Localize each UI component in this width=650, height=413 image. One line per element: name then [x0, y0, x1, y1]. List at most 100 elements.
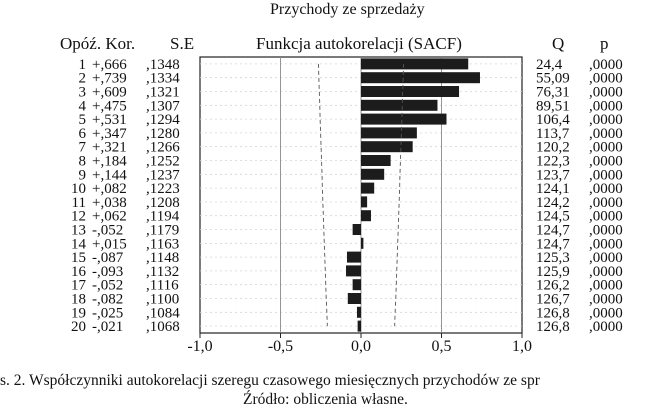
figure-caption: s. 2. Współczynniki autokorelacji szereg…: [0, 372, 540, 389]
se-label: ,1334: [146, 71, 180, 87]
x-tick-label: 1,0: [512, 338, 532, 355]
acf-bar: [361, 155, 391, 166]
se-label: ,1148: [146, 250, 179, 266]
correlation-label: -,093: [92, 264, 123, 280]
acf-bar: [357, 320, 361, 332]
lag-label: 16: [71, 264, 87, 280]
lag-label: 20: [71, 319, 86, 335]
p-value-label: ,0000: [589, 140, 623, 156]
se-label: ,1116: [146, 278, 179, 294]
q-value-label: 123,7: [536, 167, 570, 183]
lower-confidence-limit: [318, 63, 328, 327]
acf-bar: [352, 224, 361, 235]
p-value-label: ,0000: [589, 181, 623, 197]
acf-bar: [346, 251, 361, 263]
se-label: ,1208: [146, 195, 180, 211]
correlation-label: +,531: [92, 112, 127, 128]
correlation-label: +,739: [92, 71, 127, 87]
lag-label: 13: [71, 223, 86, 239]
correlation-label: -,052: [92, 223, 123, 239]
x-tick-label: -0,5: [268, 338, 293, 355]
correlation-label: +,475: [92, 98, 127, 114]
acf-bar: [361, 99, 438, 111]
p-value-label: ,0000: [589, 223, 623, 239]
q-value-label: 126,7: [536, 292, 570, 308]
x-tick-label: 0,5: [432, 338, 452, 355]
lag-label: 5: [79, 112, 87, 128]
q-value-label: 113,7: [536, 126, 570, 142]
q-value-label: 24,4: [536, 57, 563, 73]
se-label: ,1266: [146, 140, 180, 156]
correlation-label: -,082: [92, 292, 123, 308]
correlation-label: +,062: [92, 209, 127, 225]
lag-label: 4: [79, 98, 87, 114]
se-label: ,1348: [146, 57, 180, 73]
correlation-label: +,321: [92, 140, 127, 156]
se-label: ,1084: [146, 305, 180, 321]
lag-label: 17: [71, 278, 87, 294]
p-value-label: ,0000: [589, 305, 623, 321]
acf-bar: [361, 127, 417, 139]
lag-label: 10: [71, 181, 86, 197]
acf-bar: [356, 306, 361, 318]
acf-bar: [361, 168, 385, 180]
correlation-label: +,347: [92, 126, 127, 142]
q-value-label: 106,4: [536, 112, 570, 128]
correlation-label: +,184: [92, 154, 127, 170]
p-value-label: ,0000: [589, 112, 623, 128]
lag-label: 1: [79, 57, 87, 73]
p-value-label: ,0000: [589, 71, 623, 87]
acf-bar: [361, 72, 480, 84]
lag-label: 3: [79, 85, 87, 101]
q-value-label: 76,31: [536, 85, 570, 101]
se-label: ,1163: [146, 236, 179, 252]
chart-subtitle: Funkcja autokorelacji (SACF): [256, 34, 462, 53]
q-value-label: 124,1: [536, 181, 570, 197]
se-label: ,1321: [146, 85, 180, 101]
lag-label: 9: [79, 167, 87, 183]
q-value-label: 122,3: [536, 154, 570, 170]
se-label: ,1068: [146, 319, 180, 335]
header-lag-corr: Opóź. Kor.: [60, 34, 136, 53]
acf-bar: [361, 196, 368, 208]
lag-label: 14: [71, 236, 87, 252]
acf-bar: [361, 210, 371, 222]
correlation-label: +,609: [92, 85, 127, 101]
lag-label: 8: [79, 154, 87, 170]
lag-label: 2: [79, 71, 87, 87]
q-value-label: 126,8: [536, 305, 570, 321]
q-value-label: 124,7: [536, 223, 570, 239]
q-value-label: 120,2: [536, 140, 570, 156]
p-value-label: ,0000: [589, 278, 623, 294]
acf-bar: [352, 279, 361, 291]
correlation-label: +,144: [92, 167, 127, 183]
q-value-label: 125,3: [536, 250, 570, 266]
acf-bar: [361, 182, 375, 194]
q-value-label: 124,5: [536, 209, 570, 225]
q-value-label: 126,2: [536, 278, 570, 294]
x-tick-label: 0,0: [351, 338, 371, 355]
se-label: ,1294: [146, 112, 180, 128]
correlation-label: +,082: [92, 181, 127, 197]
correlation-label: +,666: [92, 57, 127, 73]
correlation-label: -,052: [92, 278, 123, 294]
acf-bar: [347, 293, 361, 304]
se-label: ,1280: [146, 126, 180, 142]
q-value-label: 89,51: [536, 98, 570, 114]
q-value-label: 55,09: [536, 71, 570, 87]
se-label: ,1179: [146, 223, 179, 239]
q-value-label: 124,2: [536, 195, 570, 211]
chart-title: Przychody ze sprzedaży: [270, 1, 425, 18]
p-value-label: ,0000: [589, 195, 623, 211]
p-value-label: ,0000: [589, 264, 623, 280]
lag-label: 18: [71, 292, 86, 308]
lag-label: 15: [71, 250, 86, 266]
x-tick-label: -1,0: [187, 338, 212, 355]
header-q: Q: [552, 34, 565, 53]
p-value-label: ,0000: [589, 236, 623, 252]
se-label: ,1194: [146, 209, 180, 225]
acf-bar: [361, 86, 460, 97]
p-value-label: ,0000: [589, 126, 623, 142]
correlation-label: -,087: [92, 250, 124, 266]
